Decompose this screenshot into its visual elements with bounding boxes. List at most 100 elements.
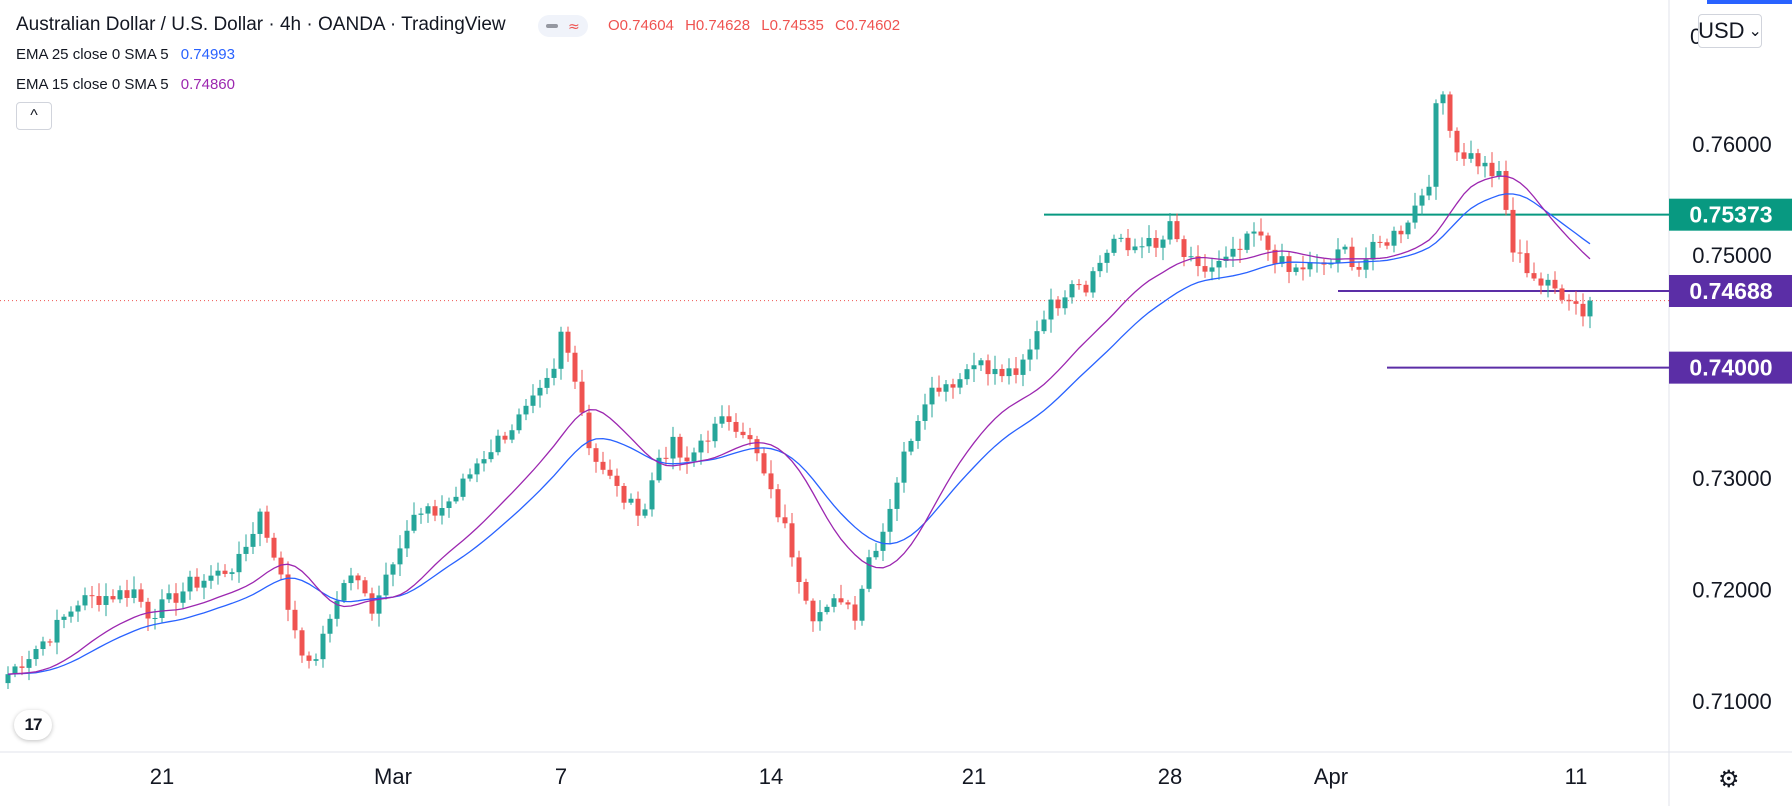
candle-body[interactable] <box>754 439 760 454</box>
candle-body[interactable] <box>922 404 928 421</box>
candle-body[interactable] <box>1139 246 1145 248</box>
candle-body[interactable] <box>1118 237 1124 239</box>
candle-body[interactable] <box>194 576 200 588</box>
candle-body[interactable] <box>1573 301 1579 304</box>
candle-body[interactable] <box>306 655 312 661</box>
candle-body[interactable] <box>1426 186 1432 196</box>
candle-body[interactable] <box>992 368 998 375</box>
candle-body[interactable] <box>1300 267 1306 270</box>
candle-body[interactable] <box>1125 237 1131 251</box>
gear-icon[interactable]: ⚙ <box>1718 766 1740 793</box>
candle-body[interactable] <box>817 612 823 622</box>
candle-body[interactable] <box>1468 153 1474 159</box>
candle-body[interactable] <box>1181 239 1187 257</box>
candle-body[interactable] <box>1055 299 1061 309</box>
candle-body[interactable] <box>1006 368 1012 377</box>
candle-body[interactable] <box>677 436 683 458</box>
candle-body[interactable] <box>642 509 648 516</box>
candle-body[interactable] <box>12 666 18 675</box>
symbol-legend[interactable]: Australian Dollar / U.S. Dollar · 4h · O… <box>16 14 506 36</box>
candle-body[interactable] <box>1097 262 1103 272</box>
candle-body[interactable] <box>1041 319 1047 332</box>
candle-body[interactable] <box>1391 230 1397 246</box>
candle-body[interactable] <box>82 595 88 606</box>
candle-body[interactable] <box>1475 153 1481 167</box>
candle-body[interactable] <box>131 589 137 598</box>
candle-body[interactable] <box>390 564 396 575</box>
candle-body[interactable] <box>376 595 382 614</box>
candle-body[interactable] <box>1538 278 1544 286</box>
candle-body[interactable] <box>75 605 81 612</box>
candle-body[interactable] <box>838 598 844 603</box>
candle-body[interactable] <box>145 601 151 619</box>
candle-body[interactable] <box>453 496 459 502</box>
candle-body[interactable] <box>222 570 228 574</box>
candle-body[interactable] <box>796 557 802 582</box>
tradingview-logo[interactable]: 17 <box>14 710 52 740</box>
candle-body[interactable] <box>355 575 361 581</box>
candle-body[interactable] <box>110 596 116 600</box>
candle-body[interactable] <box>495 435 501 453</box>
candle-body[interactable] <box>446 501 452 509</box>
candle-body[interactable] <box>600 461 606 470</box>
candle-body[interactable] <box>950 384 956 388</box>
candle-body[interactable] <box>936 387 942 392</box>
candle-body[interactable] <box>1132 246 1138 251</box>
candle-body[interactable] <box>439 508 445 516</box>
candle-body[interactable] <box>481 459 487 464</box>
candle-body[interactable] <box>166 593 172 600</box>
candle-body[interactable] <box>341 583 347 601</box>
candle-body[interactable] <box>404 530 410 549</box>
candle-body[interactable] <box>159 599 165 618</box>
candle-body[interactable] <box>40 641 46 650</box>
candle-body[interactable] <box>999 368 1005 377</box>
candle-body[interactable] <box>663 457 669 459</box>
candle-body[interactable] <box>264 511 270 538</box>
candle-body[interactable] <box>68 611 74 617</box>
candle-body[interactable] <box>1433 103 1439 187</box>
candle-body[interactable] <box>124 590 130 598</box>
candle-body[interactable] <box>887 508 893 532</box>
candle-body[interactable] <box>19 666 25 668</box>
candle-body[interactable] <box>873 550 879 558</box>
candle-body[interactable] <box>1090 271 1096 293</box>
candle-body[interactable] <box>187 576 193 592</box>
candle-body[interactable] <box>523 405 529 415</box>
candle-body[interactable] <box>775 489 781 518</box>
candle-body[interactable] <box>1167 221 1173 240</box>
candle-body[interactable] <box>215 570 221 576</box>
candle-body[interactable] <box>1153 237 1159 248</box>
candle-body[interactable] <box>1027 349 1033 360</box>
candle-body[interactable] <box>1034 331 1040 350</box>
candle-body[interactable] <box>964 369 970 380</box>
candle-body[interactable] <box>1258 231 1264 236</box>
candle-body[interactable] <box>1440 94 1446 104</box>
candle-body[interactable] <box>1293 267 1299 272</box>
candle-body[interactable] <box>243 546 249 554</box>
candle-body[interactable] <box>1356 267 1362 270</box>
currency-button[interactable]: USD ⌄ <box>1698 14 1762 48</box>
candle-body[interactable] <box>558 331 564 369</box>
candle-body[interactable] <box>1265 235 1271 250</box>
candle-body[interactable] <box>628 498 634 503</box>
candle-body[interactable] <box>691 452 697 462</box>
candle-body[interactable] <box>803 581 809 601</box>
candle-body[interactable] <box>474 463 480 475</box>
candle-body[interactable] <box>894 482 900 509</box>
candle-body[interactable] <box>824 606 830 613</box>
candle-body[interactable] <box>1566 299 1572 302</box>
candle-body[interactable] <box>1195 256 1201 267</box>
candle-body[interactable] <box>5 674 11 684</box>
candle-body[interactable] <box>467 474 473 479</box>
candle-body[interactable] <box>299 630 305 656</box>
candle-body[interactable] <box>572 352 578 382</box>
candle-body[interactable] <box>831 598 837 607</box>
candle-body[interactable] <box>1048 299 1054 320</box>
candle-body[interactable] <box>971 365 977 370</box>
candle-body[interactable] <box>1419 195 1425 206</box>
candle-body[interactable] <box>278 557 284 575</box>
candle-body[interactable] <box>551 368 557 378</box>
candle-body[interactable] <box>369 593 375 614</box>
candle-body[interactable] <box>726 416 732 422</box>
